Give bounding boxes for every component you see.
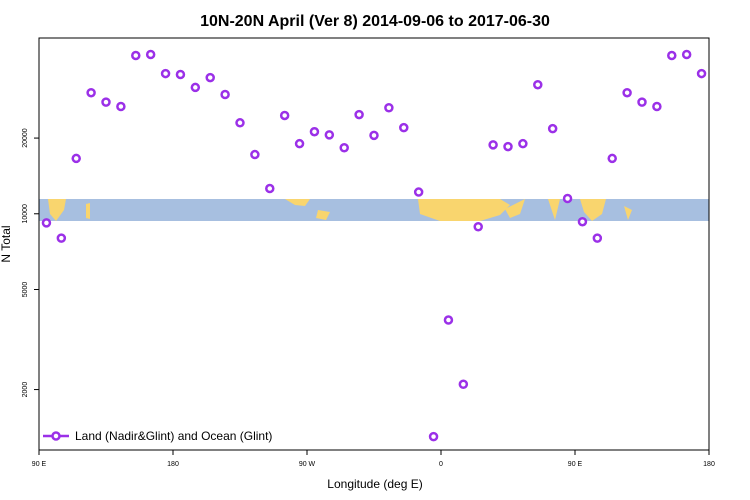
- marker: [369, 130, 379, 141]
- marker: [652, 101, 662, 112]
- marker: [428, 431, 439, 442]
- marker: [220, 89, 230, 100]
- x-tick-label: 90 E: [568, 461, 583, 468]
- marker: [309, 126, 320, 137]
- marker: [190, 82, 201, 93]
- marker: [116, 101, 126, 112]
- marker: [577, 216, 588, 227]
- marker: [696, 68, 707, 79]
- x-tick-label: 0: [439, 461, 443, 468]
- marker: [86, 87, 96, 98]
- marker: [56, 233, 67, 243]
- legend-label: Land (Nadir&Glint) and Ocean (Glint): [75, 429, 272, 443]
- marker: [324, 130, 335, 140]
- marker: [413, 187, 424, 197]
- marker: [488, 140, 498, 150]
- plot-frame: [38, 37, 710, 451]
- marker: [384, 103, 394, 113]
- marker: [101, 97, 111, 107]
- marker: [473, 222, 483, 232]
- marker: [354, 109, 364, 120]
- marker: [503, 141, 513, 152]
- marker: [592, 233, 603, 243]
- marker: [131, 50, 141, 61]
- marker: [339, 143, 349, 153]
- marker: [399, 122, 409, 133]
- y-tick-label: 20000: [22, 128, 29, 148]
- marker: [175, 69, 186, 80]
- chart-title: 10N-20N April (Ver 8) 2014-09-06 to 2017…: [200, 13, 550, 30]
- land: [48, 199, 632, 221]
- marker: [145, 49, 156, 60]
- x-axis-label: Longitude (deg E): [327, 477, 422, 491]
- marker: [458, 379, 469, 389]
- marker: [681, 49, 692, 60]
- marker: [265, 183, 275, 194]
- marker: [250, 149, 260, 160]
- y-axis-label: N Total: [0, 225, 13, 262]
- x-tick-label: 90 E: [32, 461, 47, 468]
- marker: [607, 153, 617, 164]
- legend-marker: [51, 431, 61, 441]
- y-tick-label: 10000: [22, 204, 29, 224]
- marker: [71, 153, 81, 164]
- marker: [667, 50, 677, 61]
- marker: [205, 72, 215, 83]
- marker: [547, 123, 558, 134]
- marker: [637, 97, 647, 107]
- marker: [533, 79, 543, 90]
- marker: [622, 87, 632, 98]
- marker: [279, 110, 290, 121]
- marker: [41, 218, 52, 228]
- marker: [235, 118, 245, 128]
- x-tick-label: 90 W: [299, 461, 316, 468]
- x-tick-label: 180: [703, 461, 715, 468]
- map-band: [39, 199, 709, 221]
- marker: [562, 193, 573, 204]
- y-tick-label: 5000: [22, 282, 29, 298]
- marker: [160, 68, 171, 79]
- marker: [294, 138, 305, 149]
- x-tick-label: 180: [167, 461, 179, 468]
- y-tick-label: 2000: [22, 382, 29, 398]
- marker: [443, 315, 454, 325]
- marker: [518, 138, 528, 149]
